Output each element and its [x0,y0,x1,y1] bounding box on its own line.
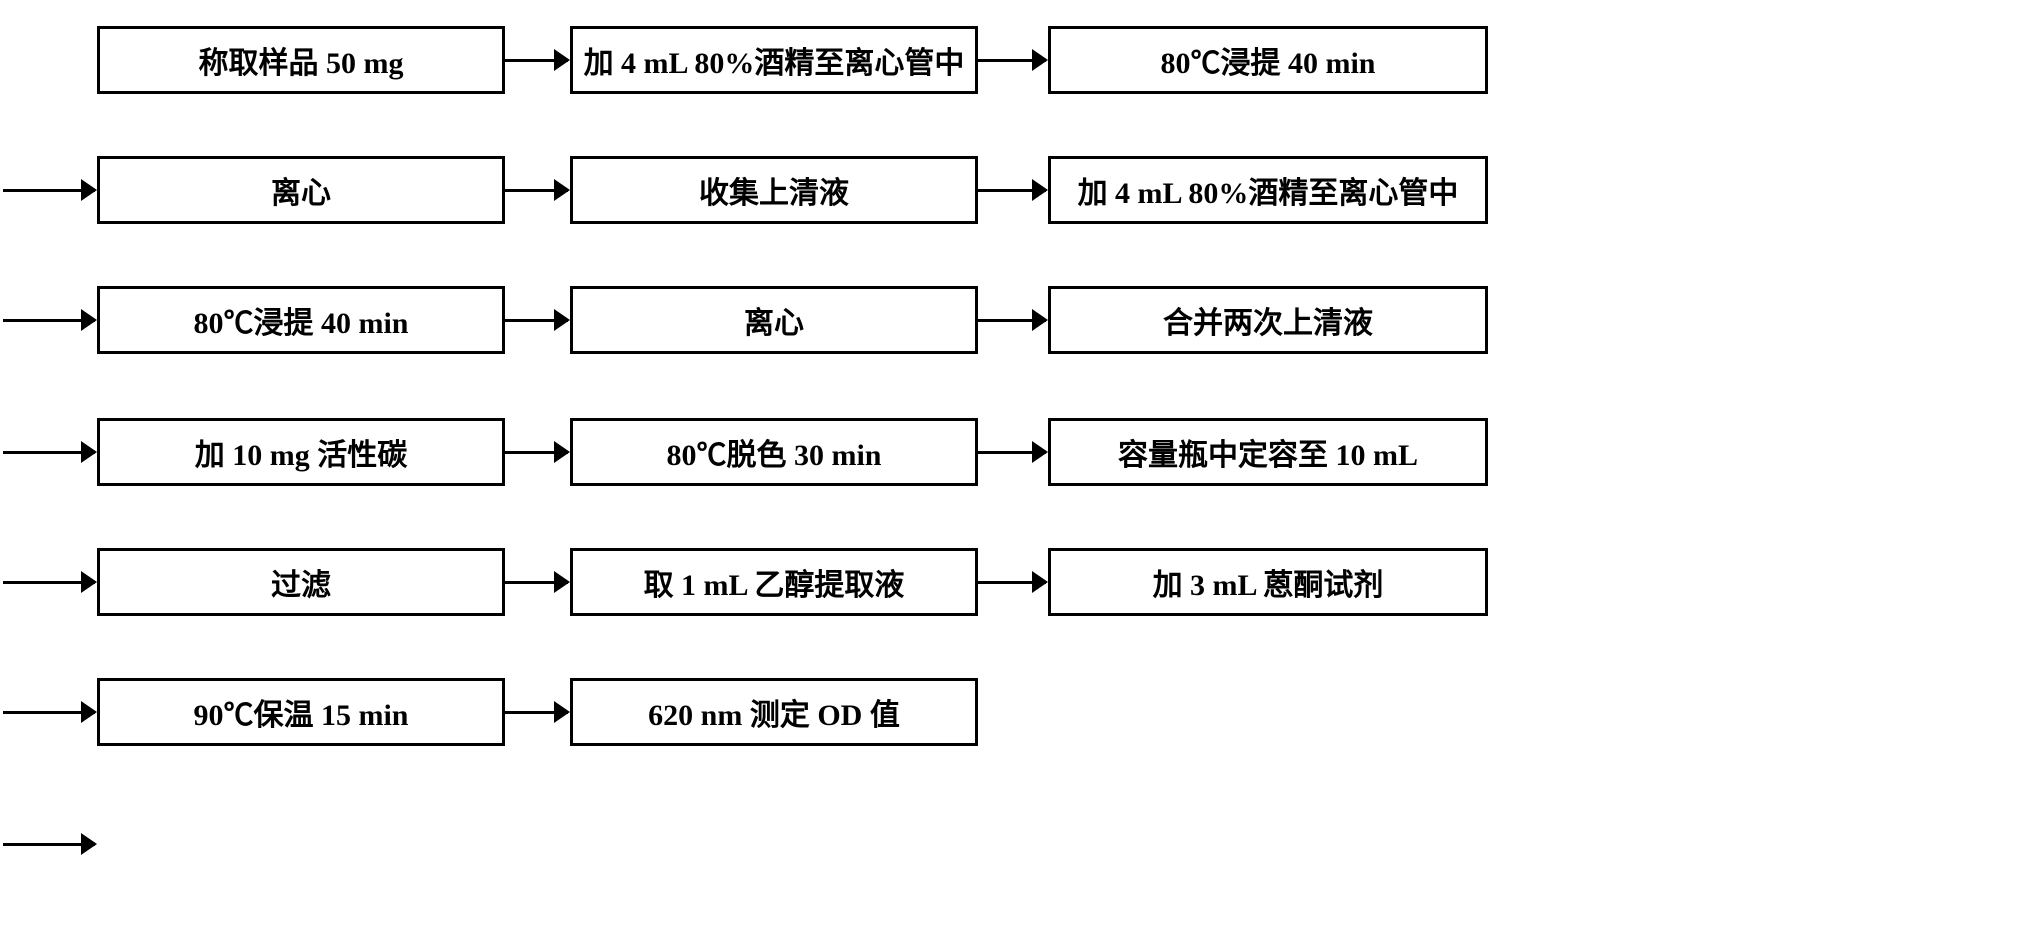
step-text: 合并两次上清液 [1163,298,1373,342]
flow-arrow [505,711,568,714]
step-text: 80℃浸提 40 min [1160,38,1375,82]
step-box: 加 10 mg 活性碳 [97,418,505,486]
step-text: 620 nm 测定 OD 值 [648,690,900,734]
step-box: 80℃浸提 40 min [1048,26,1488,94]
step-text: 加 4 mL 80%酒精至离心管中 [1078,168,1459,212]
step-box: 加 3 mL 蒽酮试剂 [1048,548,1488,616]
step-text: 80℃浸提 40 min [193,298,408,342]
step-text: 加 4 mL 80%酒精至离心管中 [584,38,965,82]
step-box: 容量瓶中定容至 10 mL [1048,418,1488,486]
step-box: 称取样品 50 mg [97,26,505,94]
flow-arrow [978,59,1046,62]
step-box: 合并两次上清液 [1048,286,1488,354]
step-text: 收集上清液 [699,168,849,212]
flow-arrow-stub [3,711,95,714]
step-box: 离心 [97,156,505,224]
flow-arrow [978,319,1046,322]
step-text: 过滤 [271,560,331,604]
step-text: 90℃保温 15 min [193,690,408,734]
flow-arrow-stub [3,451,95,454]
flow-arrow-stub [3,581,95,584]
flow-arrow [978,189,1046,192]
flow-arrow [978,581,1046,584]
flow-arrow [505,581,568,584]
step-box: 80℃脱色 30 min [570,418,978,486]
step-box: 90℃保温 15 min [97,678,505,746]
flow-arrow [505,59,568,62]
flow-arrow-stub [3,319,95,322]
flow-arrow [505,451,568,454]
step-box: 80℃浸提 40 min [97,286,505,354]
step-box: 加 4 mL 80%酒精至离心管中 [570,26,978,94]
step-text: 加 10 mg 活性碳 [195,430,408,474]
step-box: 620 nm 测定 OD 值 [570,678,978,746]
step-text: 80℃脱色 30 min [666,430,881,474]
step-box: 加 4 mL 80%酒精至离心管中 [1048,156,1488,224]
step-box: 过滤 [97,548,505,616]
step-text: 离心 [744,298,804,342]
flow-arrow [505,189,568,192]
step-box: 离心 [570,286,978,354]
step-text: 离心 [271,168,331,212]
flow-arrow-stub [3,189,95,192]
flow-arrow [505,319,568,322]
flow-arrow [978,451,1046,454]
step-text: 加 3 mL 蒽酮试剂 [1153,560,1384,604]
step-text: 取 1 mL 乙醇提取液 [644,560,905,604]
flow-arrow-stub [3,843,95,846]
step-text: 容量瓶中定容至 10 mL [1118,430,1418,474]
step-box: 取 1 mL 乙醇提取液 [570,548,978,616]
step-text: 称取样品 50 mg [199,38,404,82]
step-box: 收集上清液 [570,156,978,224]
